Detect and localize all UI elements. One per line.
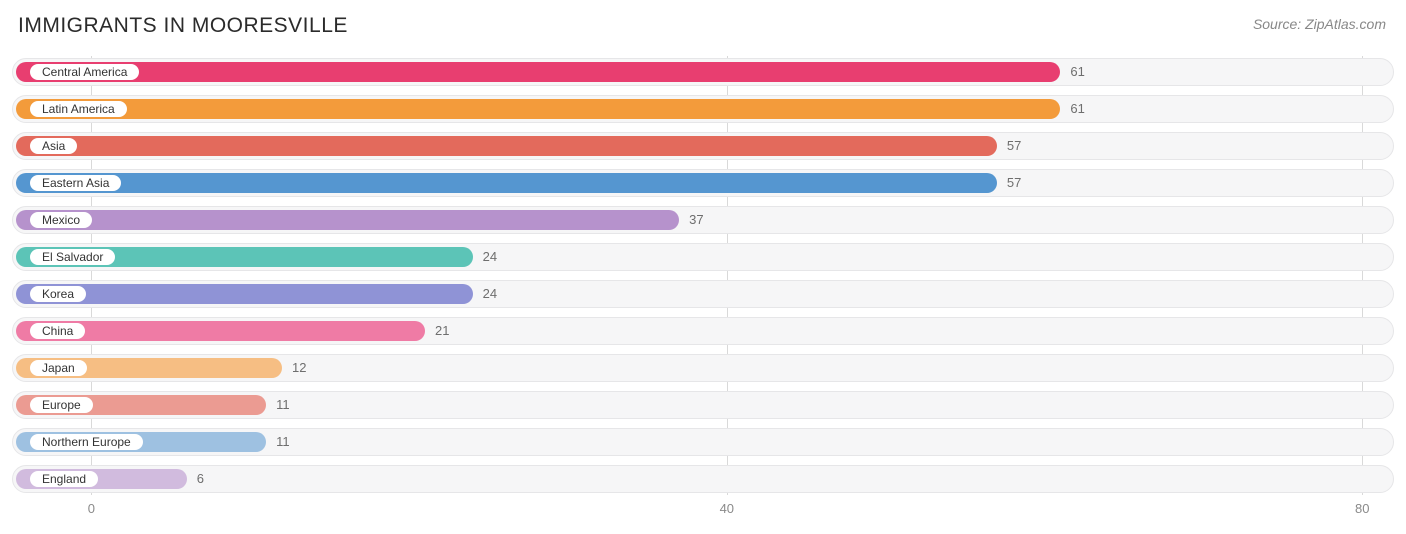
value-label: 11	[266, 395, 290, 415]
value-label: 57	[997, 136, 1021, 156]
category-pill: Asia	[28, 136, 79, 156]
value-label: 57	[997, 173, 1021, 193]
bar-row: Central America 61	[12, 56, 1394, 88]
bar-track	[12, 465, 1394, 493]
category-pill: El Salvador	[28, 247, 117, 267]
x-axis: 0 40 80	[12, 497, 1394, 525]
x-axis-tick: 0	[88, 501, 95, 516]
bar-row: Northern Europe 11	[12, 426, 1394, 458]
value-label: 24	[473, 247, 497, 267]
x-axis-tick: 40	[720, 501, 734, 516]
bar-row: Japan 12	[12, 352, 1394, 384]
value-label: 61	[1060, 99, 1084, 119]
plot-region: Central America61Latin America61Asia57Ea…	[12, 56, 1394, 495]
bar-row: China 21	[12, 315, 1394, 347]
category-pill: Europe	[28, 395, 95, 415]
category-pill: Korea	[28, 284, 88, 304]
category-pill: Eastern Asia	[28, 173, 123, 193]
category-pill: Mexico	[28, 210, 94, 230]
category-pill: Latin America	[28, 99, 129, 119]
category-pill: Japan	[28, 358, 89, 378]
value-label: 21	[425, 321, 449, 341]
bar-row: England 6	[12, 463, 1394, 495]
bar-row: Korea 24	[12, 278, 1394, 310]
bar-row: Asia 57	[12, 130, 1394, 162]
value-label: 24	[473, 284, 497, 304]
value-label: 11	[266, 432, 290, 452]
x-axis-tick: 80	[1355, 501, 1369, 516]
bar	[16, 99, 1060, 119]
value-label: 12	[282, 358, 306, 378]
value-label: 61	[1060, 62, 1084, 82]
category-pill: Central America	[28, 62, 141, 82]
chart-title: IMMIGRANTS IN MOORESVILLE	[18, 14, 348, 38]
bar-row: Latin America 61	[12, 93, 1394, 125]
source-attribution: Source: ZipAtlas.com	[1253, 14, 1386, 32]
bar-row: Europe 11	[12, 389, 1394, 421]
bar	[16, 210, 679, 230]
bar	[16, 62, 1060, 82]
bar-row: Mexico 37	[12, 204, 1394, 236]
value-label: 6	[187, 469, 204, 489]
category-pill: England	[28, 469, 100, 489]
bar	[16, 136, 997, 156]
chart-area: Central America61Latin America61Asia57Ea…	[12, 56, 1394, 525]
value-label: 37	[679, 210, 703, 230]
category-pill: Northern Europe	[28, 432, 145, 452]
bar	[16, 173, 997, 193]
bar-row: El Salvador 24	[12, 241, 1394, 273]
category-pill: China	[28, 321, 87, 341]
bar-row: Eastern Asia 57	[12, 167, 1394, 199]
